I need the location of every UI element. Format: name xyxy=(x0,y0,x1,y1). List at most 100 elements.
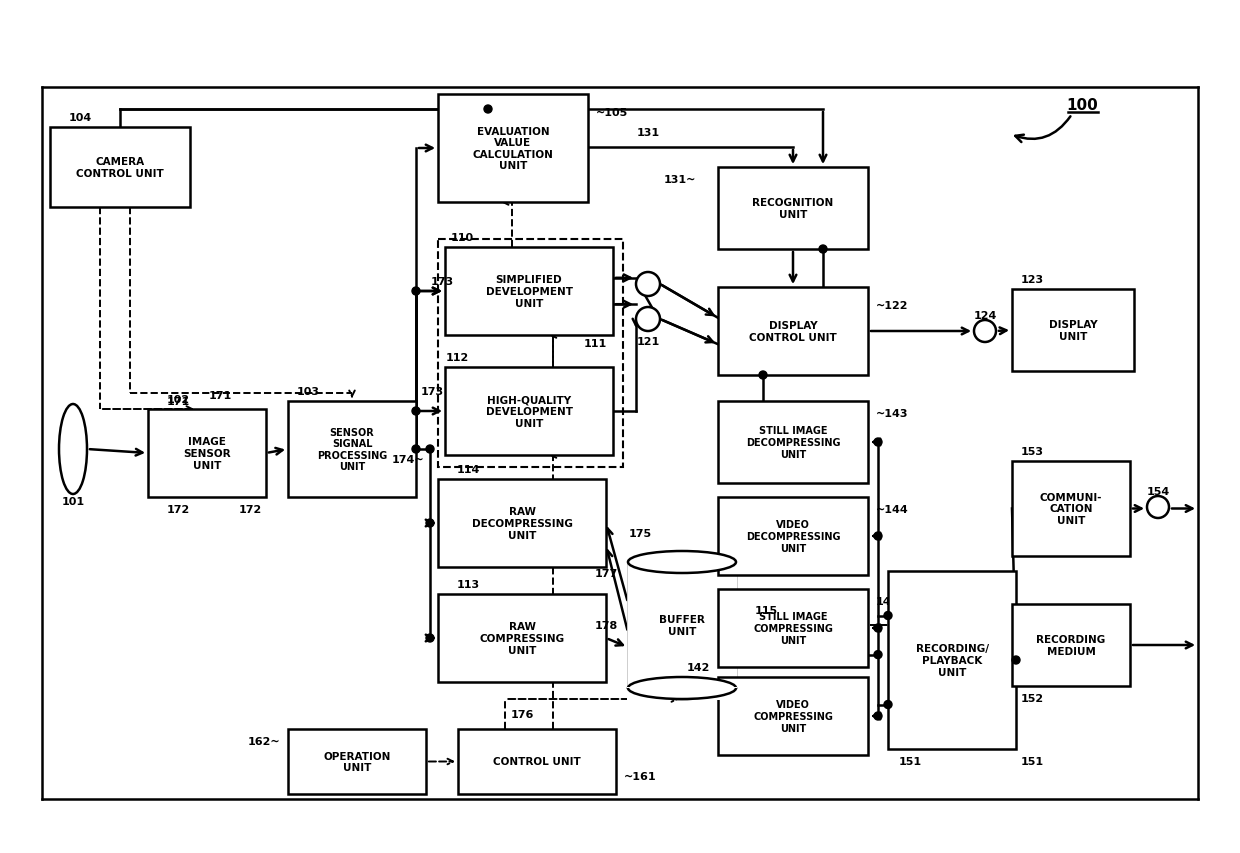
Text: RECORDING/
PLAYBACK
UNIT: RECORDING/ PLAYBACK UNIT xyxy=(915,644,988,676)
Circle shape xyxy=(759,372,768,380)
Text: 110: 110 xyxy=(450,233,474,243)
Text: 141: 141 xyxy=(875,596,899,606)
Ellipse shape xyxy=(627,677,737,699)
Bar xyxy=(445,368,613,456)
Bar xyxy=(438,595,606,682)
Circle shape xyxy=(884,700,892,709)
Text: 177: 177 xyxy=(595,569,618,578)
Text: 173: 173 xyxy=(420,386,444,397)
Text: 113: 113 xyxy=(456,579,480,589)
Bar xyxy=(718,287,868,375)
Circle shape xyxy=(412,408,420,415)
Text: ~105: ~105 xyxy=(596,107,629,118)
Bar xyxy=(718,677,868,755)
Bar xyxy=(1012,604,1130,686)
Text: RECORDING
MEDIUM: RECORDING MEDIUM xyxy=(1037,635,1106,656)
Text: 124: 124 xyxy=(973,310,997,321)
Text: 111: 111 xyxy=(583,339,606,349)
Bar xyxy=(458,729,616,794)
Bar xyxy=(1012,461,1130,556)
Bar xyxy=(888,572,1016,749)
Text: EVALUATION
VALUE
CALCULATION
UNIT: EVALUATION VALUE CALCULATION UNIT xyxy=(472,126,553,171)
Text: 151: 151 xyxy=(899,756,921,766)
Bar xyxy=(718,589,868,667)
Text: IMAGE
SENSOR
UNIT: IMAGE SENSOR UNIT xyxy=(184,437,231,470)
Text: 102: 102 xyxy=(166,395,190,404)
Text: 178: 178 xyxy=(595,620,618,630)
Circle shape xyxy=(427,445,434,454)
Circle shape xyxy=(412,287,420,296)
Circle shape xyxy=(636,308,660,332)
Text: ~144: ~144 xyxy=(875,504,909,514)
Text: 112: 112 xyxy=(445,352,469,363)
Text: STILL IMAGE
COMPRESSING
UNIT: STILL IMAGE COMPRESSING UNIT xyxy=(753,612,833,645)
Text: 103: 103 xyxy=(296,386,320,397)
Text: 154: 154 xyxy=(1146,486,1169,496)
Text: VIDEO
DECOMPRESSING
UNIT: VIDEO DECOMPRESSING UNIT xyxy=(745,519,841,553)
Text: ~143: ~143 xyxy=(875,409,909,419)
Text: 151: 151 xyxy=(1021,756,1044,766)
Text: 162~: 162~ xyxy=(247,736,280,746)
Bar xyxy=(627,562,737,688)
Text: 142: 142 xyxy=(687,662,711,672)
Text: CAMERA
CONTROL UNIT: CAMERA CONTROL UNIT xyxy=(76,157,164,178)
Text: 171: 171 xyxy=(166,397,190,407)
Text: VIDEO
COMPRESSING
UNIT: VIDEO COMPRESSING UNIT xyxy=(753,699,833,733)
Text: COMMUNI-
CATION
UNIT: COMMUNI- CATION UNIT xyxy=(1040,492,1102,525)
Bar xyxy=(718,168,868,250)
Bar xyxy=(718,402,868,484)
Bar xyxy=(148,409,267,497)
Text: 114: 114 xyxy=(456,464,480,474)
Text: STILL IMAGE
DECOMPRESSING
UNIT: STILL IMAGE DECOMPRESSING UNIT xyxy=(745,426,841,459)
Bar xyxy=(438,95,588,203)
Text: 123: 123 xyxy=(1021,275,1044,285)
Text: 172: 172 xyxy=(238,504,262,514)
Text: 176: 176 xyxy=(511,709,533,719)
Text: SIMPLIFIED
DEVELOPMENT
UNIT: SIMPLIFIED DEVELOPMENT UNIT xyxy=(486,275,573,308)
Text: 104: 104 xyxy=(68,113,92,123)
Text: 131~: 131~ xyxy=(663,175,696,185)
Circle shape xyxy=(636,273,660,297)
Text: ~122: ~122 xyxy=(875,300,909,310)
Text: 131: 131 xyxy=(636,128,660,138)
Bar xyxy=(718,497,868,575)
Bar xyxy=(50,128,190,208)
Ellipse shape xyxy=(60,404,87,495)
Text: 152: 152 xyxy=(1021,693,1044,703)
Text: DISPLAY
CONTROL UNIT: DISPLAY CONTROL UNIT xyxy=(749,321,837,342)
Bar xyxy=(288,729,427,794)
Circle shape xyxy=(884,612,892,620)
Text: RECOGNITION
UNIT: RECOGNITION UNIT xyxy=(753,198,833,219)
Text: 115: 115 xyxy=(754,606,777,615)
Circle shape xyxy=(1012,656,1021,664)
Circle shape xyxy=(973,321,996,343)
Text: 172: 172 xyxy=(166,504,190,514)
Text: OPERATION
UNIT: OPERATION UNIT xyxy=(324,751,391,773)
Text: 153: 153 xyxy=(1021,446,1044,456)
Text: 173: 173 xyxy=(432,276,454,287)
Bar xyxy=(627,688,737,700)
Text: 174~: 174~ xyxy=(392,455,424,464)
Bar xyxy=(438,479,606,567)
Bar xyxy=(288,402,415,497)
Text: CONTROL UNIT: CONTROL UNIT xyxy=(494,757,580,767)
Circle shape xyxy=(484,106,492,113)
Circle shape xyxy=(818,246,827,253)
Circle shape xyxy=(1147,496,1169,519)
Circle shape xyxy=(874,438,882,446)
Bar xyxy=(1012,290,1135,372)
Ellipse shape xyxy=(627,551,737,573)
Circle shape xyxy=(874,532,882,540)
Circle shape xyxy=(874,624,882,632)
Text: 115: 115 xyxy=(742,620,764,630)
Text: HIGH-QUALITY
DEVELOPMENT
UNIT: HIGH-QUALITY DEVELOPMENT UNIT xyxy=(486,395,573,428)
Bar xyxy=(445,247,613,335)
Text: DISPLAY
UNIT: DISPLAY UNIT xyxy=(1049,320,1097,341)
Bar xyxy=(438,240,622,467)
Text: 171: 171 xyxy=(208,391,232,401)
Text: RAW
DECOMPRESSING
UNIT: RAW DECOMPRESSING UNIT xyxy=(471,507,573,540)
Circle shape xyxy=(874,712,882,720)
Text: RAW
COMPRESSING
UNIT: RAW COMPRESSING UNIT xyxy=(480,622,564,655)
Text: 121: 121 xyxy=(636,337,660,346)
Circle shape xyxy=(412,445,420,454)
